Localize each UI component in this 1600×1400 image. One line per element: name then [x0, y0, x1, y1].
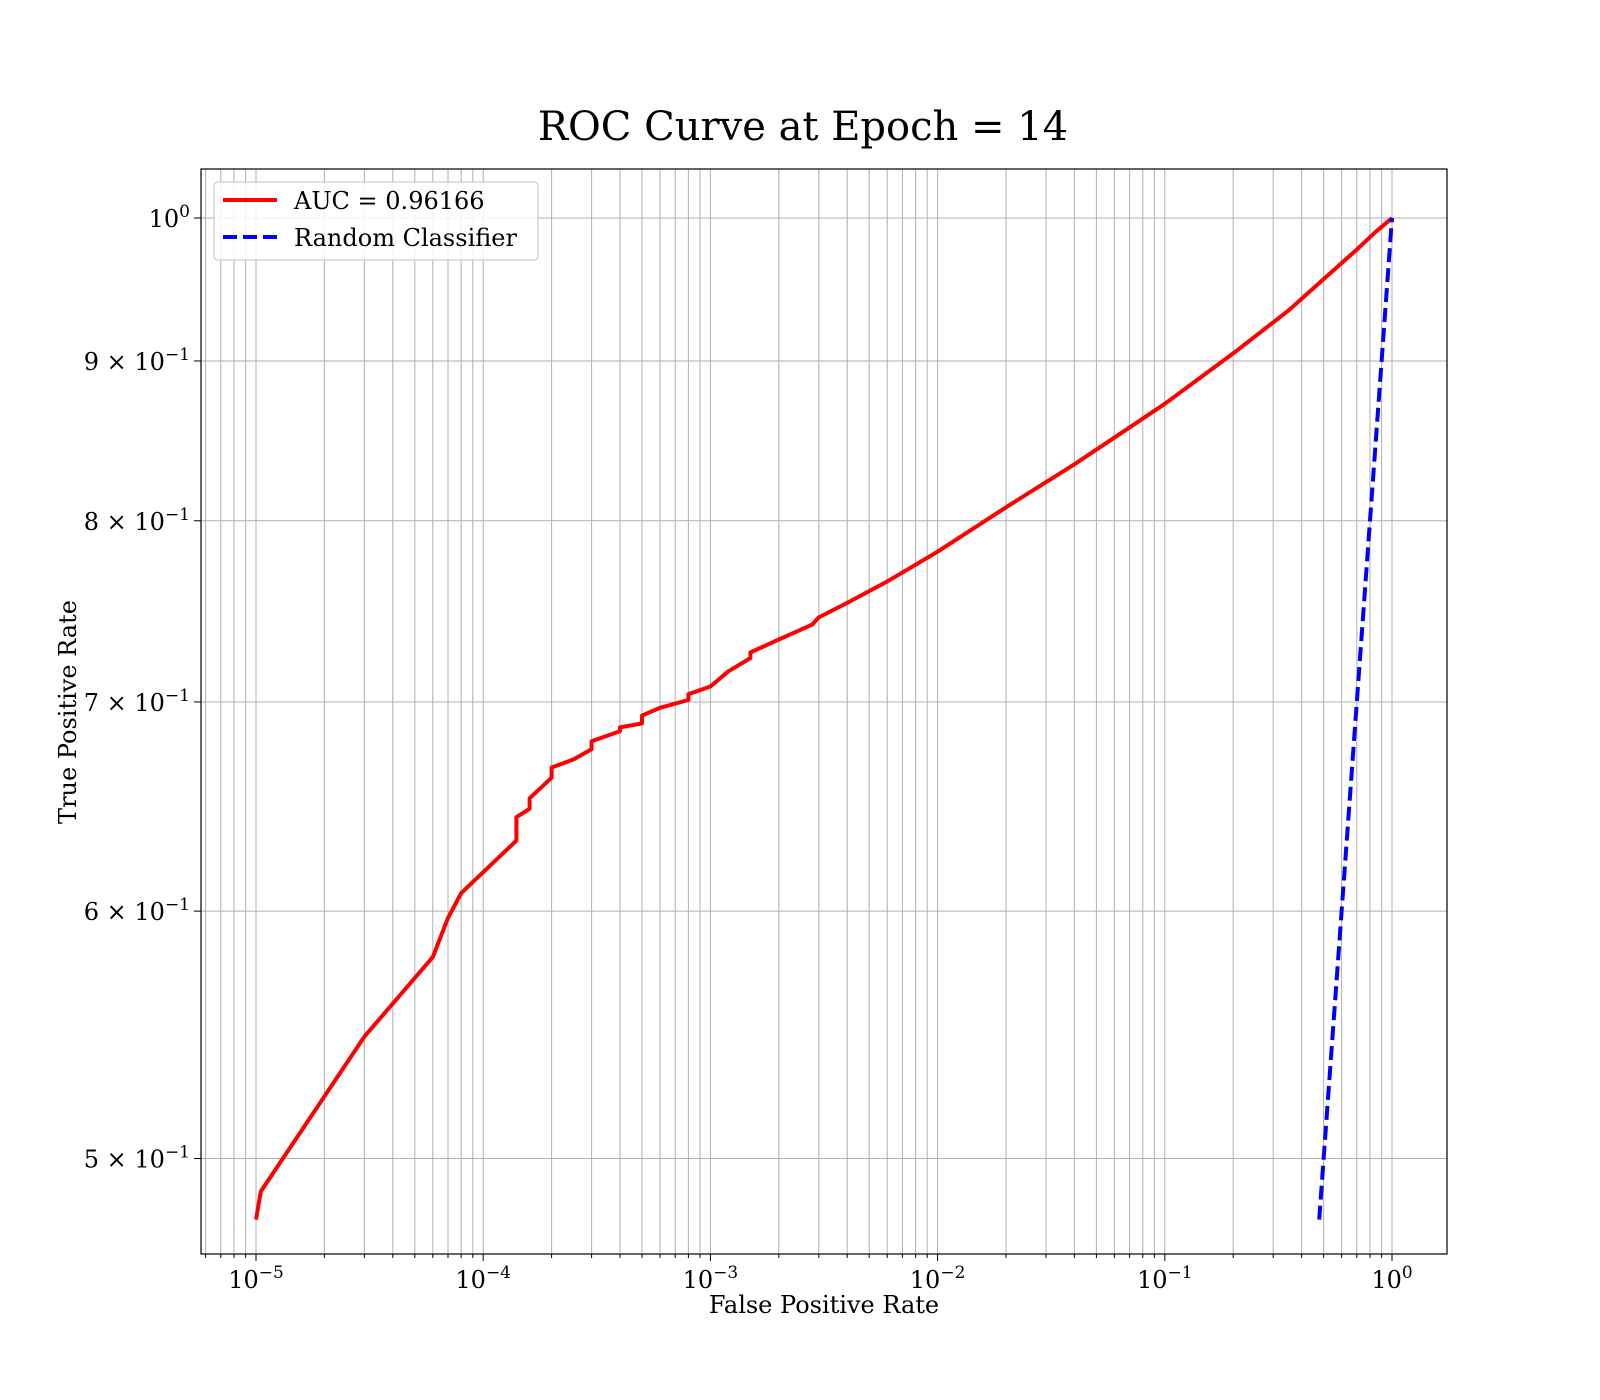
legend: AUC = 0.96166 Random Classifier — [213, 181, 539, 261]
y-tick-label: 8 × 10−1 — [84, 505, 190, 536]
legend-label-roc: AUC = 0.96166 — [293, 187, 485, 215]
y-tick-label: 9 × 10−1 — [84, 345, 190, 376]
tick-layer: 10−5 10−4 10−3 10−2 10−1 100 100 9 × 10−1 8 × 10… — [84, 202, 1413, 1294]
x-axis-label: False Positive Rate — [709, 1291, 939, 1319]
random-classifier-line — [1317, 217, 1394, 1220]
x-tick-label: 10−3 — [683, 1263, 739, 1294]
x-tick-label: 100 — [1371, 1263, 1412, 1294]
y-tick-label: 6 × 10−1 — [84, 895, 190, 926]
y-tick-label: 7 × 10−1 — [84, 686, 190, 717]
plot-clip — [254, 216, 1394, 1220]
legend-label-random: Random Classifier — [294, 224, 517, 252]
y-axis-label: True Positive Rate — [54, 600, 82, 824]
series-layer — [254, 216, 1394, 1220]
x-tick-label: 10−1 — [1137, 1263, 1193, 1294]
x-tick-label: 10−5 — [228, 1263, 284, 1294]
y-tick-label: 100 — [149, 202, 190, 233]
y-tick-label: 5 × 10−1 — [84, 1143, 190, 1174]
x-tick-label: 10−2 — [910, 1263, 966, 1294]
roc-curve-line — [254, 216, 1394, 1220]
chart-title: ROC Curve at Epoch = 14 — [538, 104, 1068, 150]
x-tick-label: 10−4 — [455, 1263, 511, 1294]
plot-frame — [200, 168, 1448, 1255]
legend-box — [213, 181, 539, 261]
grid — [201, 169, 1447, 1254]
